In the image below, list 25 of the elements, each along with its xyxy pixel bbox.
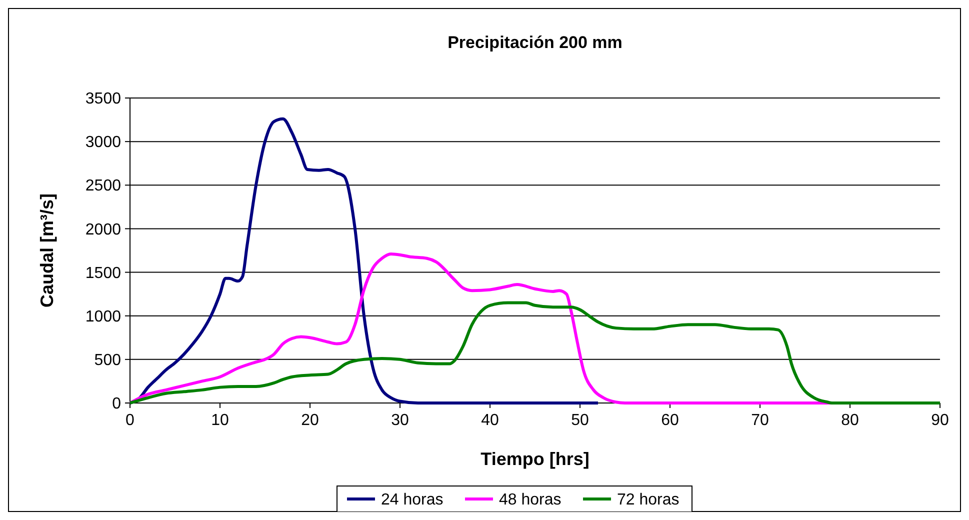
x-tick-label: 40	[481, 412, 499, 429]
y-tick-label: 1000	[85, 308, 122, 326]
y-tick-label: 0	[112, 396, 122, 413]
line-series	[128, 301, 942, 404]
y-tick-label: 500	[94, 352, 122, 370]
y-tick-label: 1500	[85, 264, 122, 282]
x-tick-label: 10	[211, 412, 229, 429]
y-tick-label: 3000	[85, 134, 122, 152]
x-tick-label: 70	[751, 412, 769, 429]
x-tick-label: 30	[391, 412, 409, 429]
x-tick-label: 0	[126, 412, 135, 429]
x-tick-label: 90	[931, 412, 949, 429]
legend-label: 48 horas	[499, 492, 562, 509]
x-axis-title: Tiempo [hrs]	[480, 449, 590, 469]
x-tick-label: 80	[841, 412, 859, 429]
x-tick-label: 50	[571, 412, 589, 429]
legend-label: 24 horas	[381, 492, 444, 509]
x-tick-label: 60	[661, 412, 679, 429]
y-tick-label: 2000	[85, 221, 122, 238]
y-tick-label: 2500	[85, 178, 122, 195]
legend-label: 72 horas	[617, 492, 680, 509]
y-axis-title: Caudal [m³/s]	[37, 193, 57, 308]
x-tick-label: 20	[301, 412, 319, 429]
y-tick-label: 3500	[85, 90, 122, 108]
chart-title: Precipitación 200 mm	[448, 33, 622, 52]
